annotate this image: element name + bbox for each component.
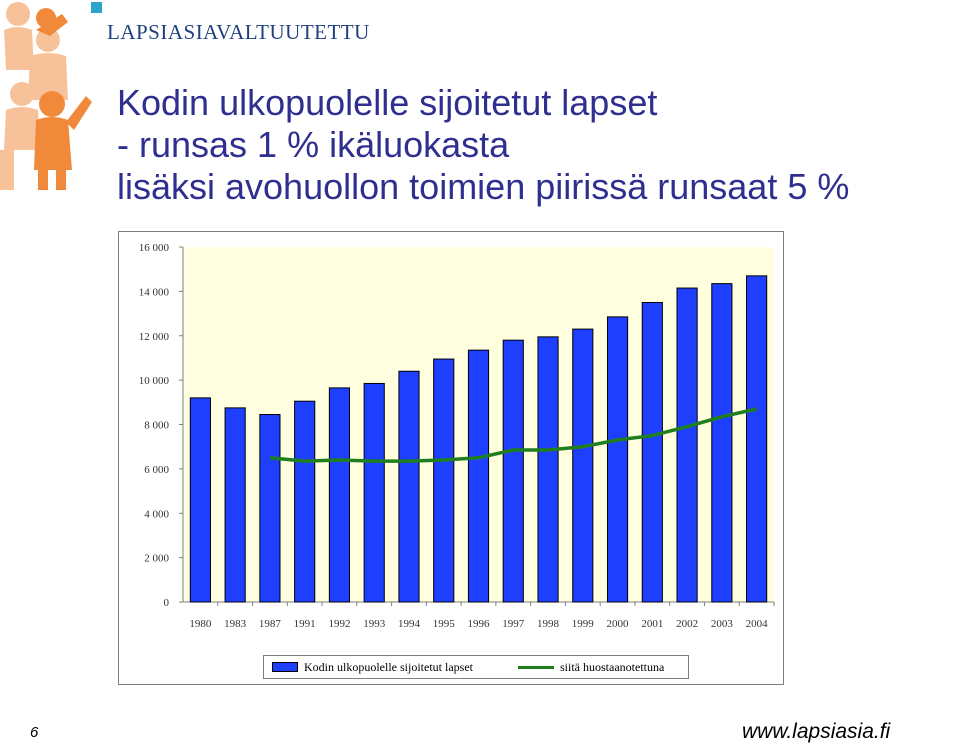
- bar: [433, 358, 455, 603]
- y-tick-label: 12 000: [139, 331, 170, 343]
- bar: [641, 301, 663, 603]
- x-tick-label: 1987: [259, 618, 282, 630]
- x-tick-label: 1998: [537, 618, 560, 630]
- bar: [398, 370, 420, 603]
- chart-legend: Kodin ulkopuolelle sijoitetut lapset sii…: [263, 655, 689, 679]
- x-tick-label: 2002: [676, 618, 698, 630]
- x-tick-label: 1991: [294, 618, 316, 630]
- legend-item-line: siitä huostaanotettuna: [518, 656, 664, 678]
- x-tick-label: 2001: [641, 618, 663, 630]
- legend-bar-swatch: [272, 662, 298, 672]
- legend-line-label: siitä huostaanotettuna: [560, 659, 665, 674]
- bar: [502, 339, 524, 603]
- y-tick-label: 4 000: [144, 508, 169, 520]
- logo: [0, 0, 110, 200]
- slide-title: Kodin ulkopuolelle sijoitetut lapset - r…: [117, 82, 849, 208]
- bar: [711, 283, 733, 603]
- x-tick-label: 1995: [433, 618, 456, 630]
- x-tick-label: 2004: [746, 618, 769, 630]
- y-tick-label: 10 000: [139, 375, 170, 387]
- x-tick-label: 1980: [189, 618, 212, 630]
- website-url: www.lapsiasia.fi: [742, 720, 891, 743]
- page-number: 6: [30, 724, 39, 741]
- bar: [467, 349, 490, 603]
- bar: [537, 336, 559, 603]
- x-tick-label: 1993: [363, 618, 386, 630]
- x-tick-label: 1992: [328, 618, 350, 630]
- x-tick-label: 2000: [607, 618, 630, 630]
- x-tick-label: 2003: [711, 618, 734, 630]
- title-line-1: Kodin ulkopuolelle sijoitetut lapset: [117, 82, 658, 123]
- brand-square: [91, 2, 102, 13]
- chart-frame: 0 2 000 4 000 6 000 8 000 10 000 12 000 14 000 1…: [118, 231, 784, 685]
- x-tick-label: 1983: [224, 618, 247, 630]
- x-tick-label: 1994: [398, 618, 421, 630]
- bar-line-chart: 0 2 000 4 000 6 000 8 000 10 000 12 000 14 000 1…: [139, 242, 775, 630]
- y-tick-label: 2 000: [144, 553, 169, 565]
- bar: [294, 400, 316, 603]
- bar: [746, 275, 768, 603]
- light-figures: [0, 2, 68, 190]
- y-tick-label: 0: [164, 597, 170, 609]
- bar: [328, 387, 351, 603]
- y-tick-label: 16 000: [139, 242, 170, 254]
- bar: [676, 287, 698, 603]
- y-tick-label: 14 000: [139, 286, 170, 298]
- title-line-2: - runsas 1 % ikäluokasta: [117, 124, 510, 165]
- title-line-3: lisäksi avohuollon toimien piirissä runs…: [117, 166, 850, 207]
- x-tick-label: 1997: [502, 618, 525, 630]
- y-tick-label: 6 000: [144, 464, 169, 476]
- legend-bar-label: Kodin ulkopuolelle sijoitetut lapset: [304, 659, 473, 674]
- y-tick-label: 8 000: [144, 420, 169, 432]
- legend-item-bars: Kodin ulkopuolelle sijoitetut lapset: [272, 656, 473, 678]
- bar: [189, 397, 211, 603]
- orange-figures: [34, 8, 92, 190]
- brand-name: LAPSIASIAVALTUUTETTU: [107, 20, 370, 44]
- bar: [224, 407, 246, 603]
- bar: [363, 382, 385, 603]
- line-series-huostaanotettuna: [269, 407, 757, 463]
- bar: [606, 316, 629, 603]
- bar: [572, 328, 594, 603]
- x-tick-label: 1996: [468, 618, 491, 630]
- x-tick-label: 1999: [572, 618, 595, 630]
- legend-line-swatch: [518, 665, 554, 669]
- bar: [259, 414, 281, 603]
- children-figures-logo: [0, 2, 102, 190]
